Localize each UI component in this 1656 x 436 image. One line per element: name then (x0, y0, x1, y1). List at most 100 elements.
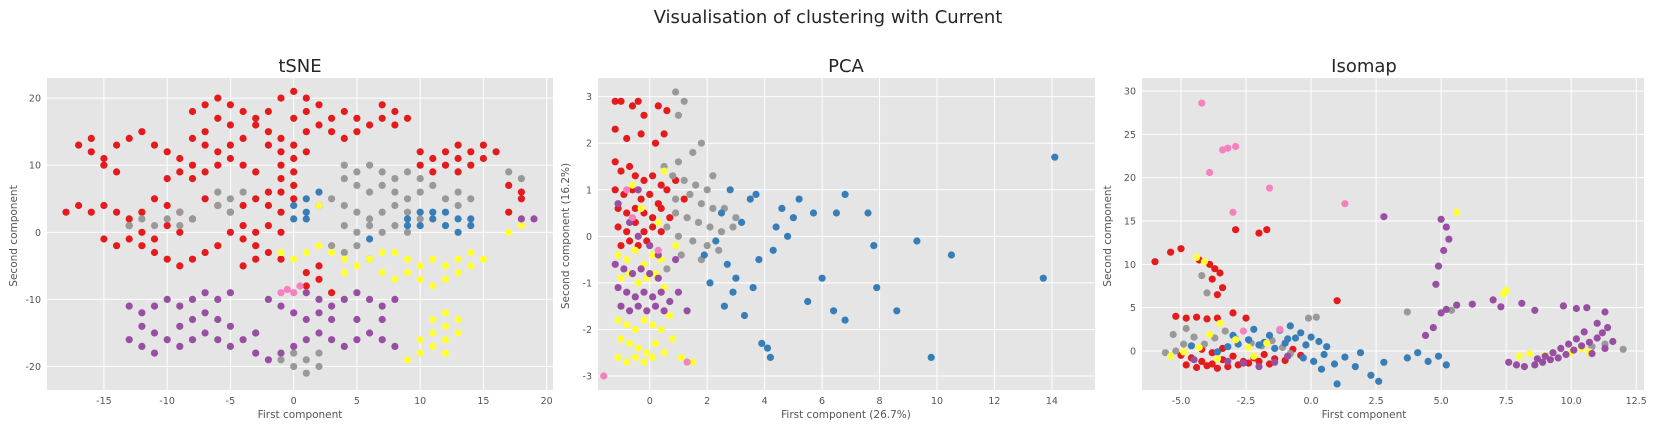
isomap-point-purple (1583, 304, 1591, 312)
isomap-point-blue (1356, 349, 1365, 357)
tsne-point-pink (296, 282, 304, 290)
pca-point-purple (643, 307, 651, 315)
tsne-point-red (277, 94, 285, 102)
tsne-point-gray (315, 362, 323, 371)
tsne-point-gray (302, 356, 310, 364)
tsne-point-purple (150, 349, 159, 357)
tsne-point-blue (302, 195, 310, 203)
pca-point-red (617, 167, 625, 175)
isomap-point-blue (1213, 348, 1221, 356)
tsne-point-red (277, 228, 285, 236)
pca-y-tick-label: 1 (586, 185, 592, 196)
tsne-point-red (176, 168, 184, 176)
tsne-point-gray (214, 188, 222, 196)
tsne-point-purple (264, 356, 272, 364)
tsne-point-red (290, 141, 298, 149)
tsne-x-tick-label: -5 (226, 396, 235, 407)
isomap-point-red (1245, 359, 1253, 367)
pca-x-tick-label: 14 (1046, 396, 1058, 407)
tsne-point-purple (302, 336, 310, 344)
tsne-point-purple (125, 336, 133, 344)
tsne-point-red (214, 114, 222, 122)
tsne-point-red (315, 262, 323, 270)
isomap-point-blue (1442, 361, 1450, 369)
tsne-point-purple (264, 295, 272, 303)
isomap-point-gray (1304, 314, 1313, 322)
tsne-point-purple (277, 349, 285, 357)
tsne-point-red (340, 134, 348, 142)
tsne-point-yellow (416, 336, 424, 344)
pca-point-yellow (649, 251, 657, 259)
tsne-point-red (277, 134, 285, 142)
isomap-x-tick-label: 2.5 (1369, 396, 1384, 407)
tsne-point-gray (353, 208, 361, 216)
tsne-point-yellow (416, 262, 424, 270)
pca-point-red (628, 102, 637, 110)
tsne-point-red (252, 242, 260, 250)
tsne-point-gray (366, 161, 374, 169)
tsne-point-gray (366, 222, 374, 230)
tsne-point-purple (517, 215, 526, 223)
tsne-point-yellow (340, 255, 348, 263)
pca-point-red (657, 181, 665, 189)
tsne-point-red (290, 168, 298, 176)
tsne-point-red (150, 141, 159, 149)
tsne-point-gray (403, 168, 412, 176)
pca-point-purple (640, 288, 648, 296)
isomap-point-red (1208, 275, 1216, 283)
tsne-point-gray (340, 175, 348, 183)
tsne-point-blue (302, 208, 310, 216)
tsne-point-gray (391, 222, 399, 230)
isomap-point-pink (1206, 168, 1214, 177)
isomap-point-blue (1341, 353, 1349, 361)
isomap-point-yellow (1526, 350, 1534, 358)
isomap-point-purple (1593, 319, 1601, 327)
pca-point-blue (752, 190, 760, 198)
isomap-point-purple (1562, 350, 1570, 359)
isomap-point-yellow (1180, 348, 1188, 356)
isomap-point-pink (1341, 200, 1349, 208)
tsne-point-red (479, 154, 487, 163)
pca-point-red (646, 190, 654, 198)
pca-point-purple (646, 242, 654, 250)
pca-point-blue (870, 242, 878, 250)
pca-point-red (663, 186, 671, 194)
isomap-point-red (1182, 361, 1190, 369)
pca-point-gray (669, 172, 677, 180)
tsne-point-red (467, 161, 475, 169)
tsne-point-red (340, 107, 348, 116)
pca-point-yellow (631, 246, 639, 254)
tsne-point-purple (391, 295, 399, 303)
tsne-point-gray (353, 242, 361, 250)
pca-point-yellow (617, 335, 625, 343)
tsne-point-red (505, 181, 513, 189)
tsne-point-red (277, 255, 285, 263)
tsne-point-red (252, 195, 260, 203)
tsne-point-red (150, 248, 159, 257)
isomap-point-gray (1203, 289, 1211, 297)
pca-x-tick-label: 10 (931, 396, 943, 407)
tsne-point-gray (416, 215, 424, 223)
isomap-point-gray (1312, 313, 1320, 321)
tsne-point-red (290, 114, 298, 122)
isomap-point-purple (1601, 308, 1609, 316)
tsne-point-purple (138, 309, 146, 317)
tsne-point-red (201, 248, 209, 257)
isomap-point-pink (1224, 144, 1232, 152)
pca-point-blue (712, 237, 720, 245)
pca-point-blue (723, 260, 731, 268)
pca-point-yellow (614, 251, 622, 259)
tsne-point-gray (391, 201, 399, 210)
pca-point-gray (729, 223, 737, 231)
pca-x-tick-label: 8 (877, 396, 883, 407)
tsne-point-red (264, 201, 272, 210)
pca-point-yellow (617, 274, 625, 282)
tsne-point-red (113, 242, 121, 250)
isomap-point-yellow (1515, 352, 1523, 360)
pca-y-tick-label: 3 (586, 92, 592, 103)
pca-point-purple (651, 302, 660, 310)
pca-point-yellow (634, 279, 642, 287)
tsne-point-red (163, 222, 171, 230)
pca-point-gray (674, 111, 683, 119)
